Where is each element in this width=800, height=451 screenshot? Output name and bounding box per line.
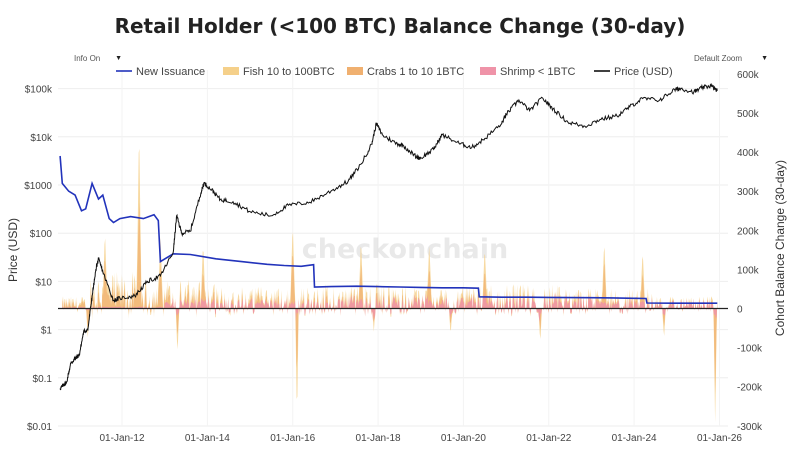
left-axis-tick-label: $1000 bbox=[24, 181, 52, 192]
legend-item: Fish 10 to 100BTC bbox=[223, 66, 335, 78]
left-axis-tick-label: $10 bbox=[35, 277, 52, 288]
left-axis-tick-label: $10k bbox=[30, 133, 53, 144]
info-dropdown-label: Info On bbox=[74, 53, 101, 63]
gridlines bbox=[58, 70, 728, 427]
left-axis-tick-label: $0.1 bbox=[33, 374, 53, 385]
legend-swatch bbox=[347, 67, 363, 75]
left-axis-tick-label: $100 bbox=[30, 229, 53, 240]
chevron-down-icon: ▼ bbox=[761, 54, 768, 62]
x-axis-tick-label: 01-Jan-14 bbox=[185, 433, 230, 444]
legend-item: Price (USD) bbox=[594, 66, 673, 78]
zoom-dropdown-label: Default Zoom bbox=[694, 53, 743, 63]
right-axis-tick-label: 300k bbox=[737, 187, 760, 198]
legend-item: Crabs 1 to 10 1BTC bbox=[347, 66, 464, 78]
legend-item: New Issuance bbox=[116, 66, 205, 78]
watermark-text: checkonchain bbox=[302, 234, 508, 265]
legend-label: Price (USD) bbox=[614, 66, 673, 78]
price-line bbox=[59, 82, 718, 391]
info-dropdown[interactable]: Info On ▼ bbox=[70, 51, 126, 65]
right-axis-tick-label: -300k bbox=[737, 422, 763, 433]
legend-swatch bbox=[480, 67, 496, 75]
legend-swatch bbox=[223, 67, 239, 75]
new-issuance-line bbox=[59, 155, 718, 304]
legend-item: Shrimp < 1BTC bbox=[480, 66, 576, 78]
right-axis-tick-label: 600k bbox=[737, 70, 760, 81]
x-axis-tick-label: 01-Jan-26 bbox=[697, 433, 742, 444]
x-axis-tick-label: 01-Jan-12 bbox=[99, 433, 144, 444]
legend-label: Crabs 1 to 10 1BTC bbox=[367, 66, 464, 78]
right-axis-tick-label: 0 bbox=[737, 305, 743, 316]
x-axis-tick-label: 01-Jan-20 bbox=[441, 433, 486, 444]
right-axis-tick-label: -200k bbox=[737, 383, 763, 394]
right-axis-tick-label: 500k bbox=[737, 109, 760, 120]
x-axis-tick-label: 01-Jan-24 bbox=[612, 433, 657, 444]
legend-label: Shrimp < 1BTC bbox=[500, 66, 576, 78]
chart-title: Retail Holder (<100 BTC) Balance Change … bbox=[114, 14, 686, 38]
right-axis-tick-label: 400k bbox=[737, 148, 760, 159]
zoom-dropdown[interactable]: Default Zoom ▼ bbox=[690, 51, 772, 65]
left-axis-tick-label: $1 bbox=[41, 326, 53, 337]
right-axis-title: Cohort Balance Change (30-day) bbox=[773, 160, 787, 336]
left-axis-title: Price (USD) bbox=[6, 218, 20, 282]
x-axis-tick-label: 01-Jan-22 bbox=[526, 433, 571, 444]
right-axis-tick-label: -100k bbox=[737, 344, 763, 355]
left-axis-tick-label: $0.01 bbox=[27, 422, 52, 433]
chevron-down-icon: ▼ bbox=[115, 54, 122, 62]
right-axis-tick-label: 200k bbox=[737, 226, 760, 237]
x-axis-tick-label: 01-Jan-18 bbox=[356, 433, 401, 444]
legend-label: Fish 10 to 100BTC bbox=[243, 66, 335, 78]
legend-label: New Issuance bbox=[136, 66, 205, 78]
left-axis-tick-label: $100k bbox=[25, 85, 53, 96]
right-axis-tick-label: 100k bbox=[737, 265, 760, 276]
shrimp-area bbox=[62, 292, 718, 322]
x-axis-tick-label: 01-Jan-16 bbox=[270, 433, 315, 444]
